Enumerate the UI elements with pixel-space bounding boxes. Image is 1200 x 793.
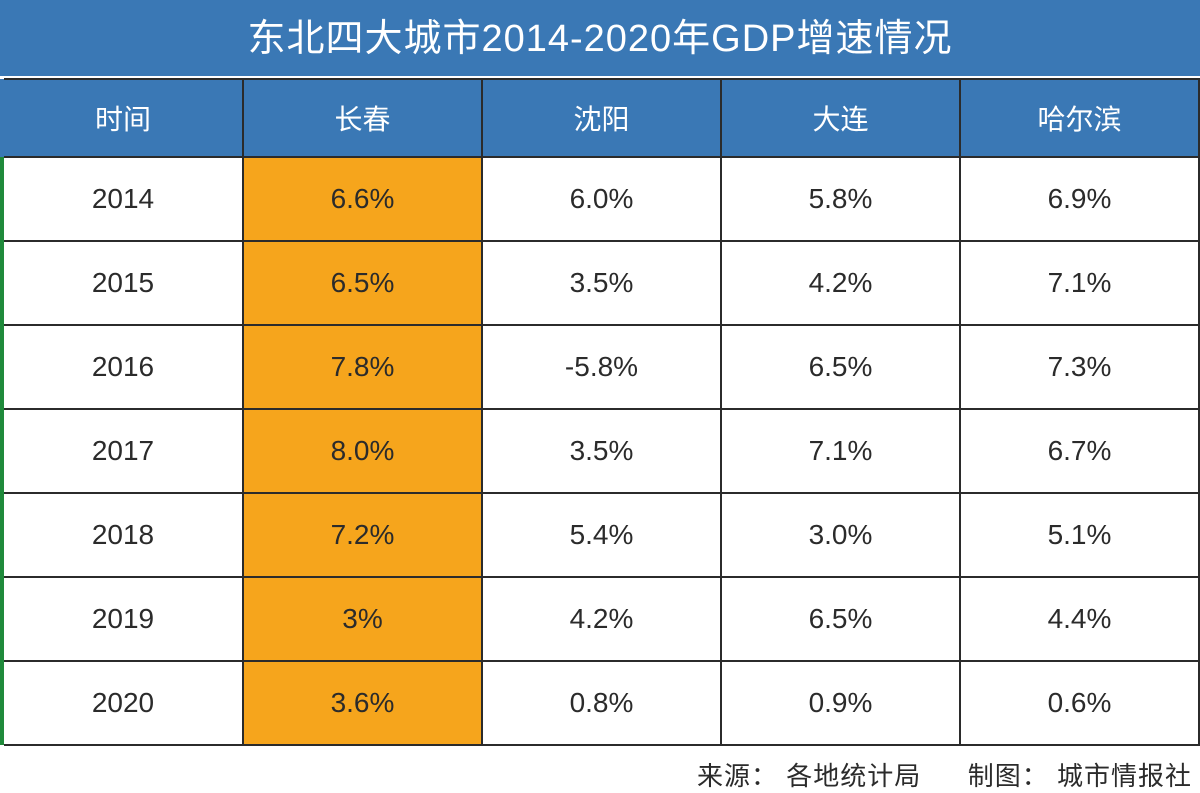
table-cell: 7.1% <box>960 241 1199 325</box>
column-header: 大连 <box>721 79 960 157</box>
table-cell: 2020 <box>4 661 243 745</box>
credit-label: 制图： <box>968 761 1049 791</box>
table-cell: 7.1% <box>721 409 960 493</box>
table-cell: 4.2% <box>482 577 721 661</box>
table-row: 20146.6%6.0%5.8%6.9% <box>0 157 1199 241</box>
table-cell: 4.2% <box>721 241 960 325</box>
table-cell: 2018 <box>4 493 243 577</box>
table-row: 20193%4.2%6.5%4.4% <box>0 577 1199 661</box>
credit-value: 城市情报社 <box>1057 761 1192 791</box>
table-cell: 3.6% <box>243 661 482 745</box>
source-label: 来源： <box>697 761 778 791</box>
column-header: 长春 <box>243 79 482 157</box>
table-wrap: 东北四大城市2014-2020年GDP增速情况 时间长春沈阳大连哈尔滨 2014… <box>0 0 1200 793</box>
table-row: 20167.8%-5.8%6.5%7.3% <box>0 325 1199 409</box>
table-footer: 来源： 各地统计局 制图： 城市情报社 <box>0 746 1200 793</box>
table-cell: 0.8% <box>482 661 721 745</box>
table-cell: 6.5% <box>721 325 960 409</box>
table-cell: 3.5% <box>482 241 721 325</box>
table-cell: 0.9% <box>721 661 960 745</box>
table-cell: -5.8% <box>482 325 721 409</box>
table-cell: 4.4% <box>960 577 1199 661</box>
source-value: 各地统计局 <box>786 761 921 791</box>
table-cell: 7.2% <box>243 493 482 577</box>
table-cell: 5.1% <box>960 493 1199 577</box>
table-cell: 8.0% <box>243 409 482 493</box>
table-cell: 6.5% <box>721 577 960 661</box>
column-header: 哈尔滨 <box>960 79 1199 157</box>
table-cell: 6.6% <box>243 157 482 241</box>
table-cell: 7.8% <box>243 325 482 409</box>
gdp-table: 时间长春沈阳大连哈尔滨 20146.6%6.0%5.8%6.9%20156.5%… <box>0 78 1200 746</box>
table-cell: 0.6% <box>960 661 1199 745</box>
table-row: 20203.6%0.8%0.9%0.6% <box>0 661 1199 745</box>
column-header: 时间 <box>4 79 243 157</box>
table-row: 20178.0%3.5%7.1%6.7% <box>0 409 1199 493</box>
table-cell: 6.7% <box>960 409 1199 493</box>
table-cell: 6.9% <box>960 157 1199 241</box>
table-cell: 2017 <box>4 409 243 493</box>
table-cell: 3% <box>243 577 482 661</box>
table-cell: 5.4% <box>482 493 721 577</box>
column-header: 沈阳 <box>482 79 721 157</box>
table-cell: 6.5% <box>243 241 482 325</box>
table-cell: 2014 <box>4 157 243 241</box>
table-cell: 3.5% <box>482 409 721 493</box>
table-cell: 2015 <box>4 241 243 325</box>
table-cell: 2016 <box>4 325 243 409</box>
table-row: 20156.5%3.5%4.2%7.1% <box>0 241 1199 325</box>
table-cell: 7.3% <box>960 325 1199 409</box>
table-cell: 3.0% <box>721 493 960 577</box>
table-cell: 6.0% <box>482 157 721 241</box>
table-cell: 2019 <box>4 577 243 661</box>
table-cell: 5.8% <box>721 157 960 241</box>
table-row: 20187.2%5.4%3.0%5.1% <box>0 493 1199 577</box>
table-title: 东北四大城市2014-2020年GDP增速情况 <box>0 0 1200 78</box>
